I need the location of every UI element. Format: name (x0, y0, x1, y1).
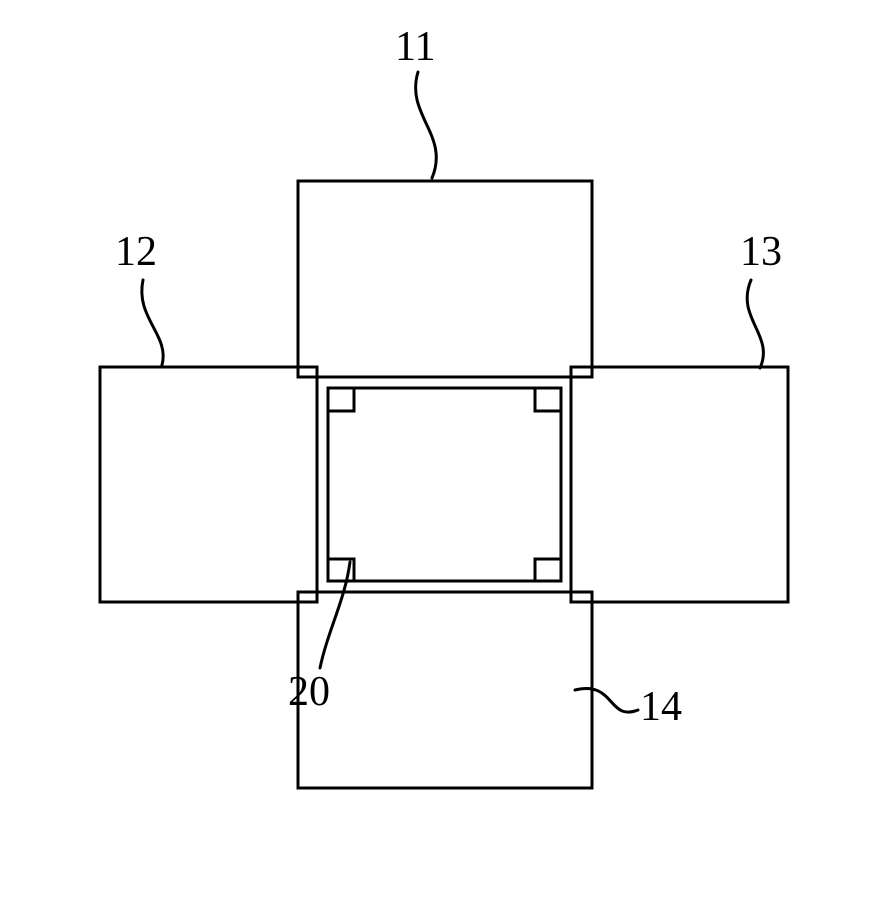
label-20: 20 (288, 669, 330, 715)
leader-14 (575, 688, 638, 712)
block-top (298, 181, 592, 377)
label-12: 12 (115, 229, 157, 275)
label-11: 11 (395, 24, 435, 70)
notch-bottom-right (535, 559, 561, 581)
block-left (100, 367, 317, 602)
block-bottom (298, 592, 592, 788)
block-right (571, 367, 788, 602)
notch-top-left (328, 388, 354, 411)
leader-11 (416, 72, 437, 178)
leader-12 (142, 280, 163, 365)
label-13: 13 (740, 229, 782, 275)
label-14: 14 (640, 684, 682, 730)
leader-20 (320, 562, 350, 668)
block-center (328, 388, 561, 581)
notch-top-right (535, 388, 561, 411)
leader-13 (747, 280, 763, 368)
